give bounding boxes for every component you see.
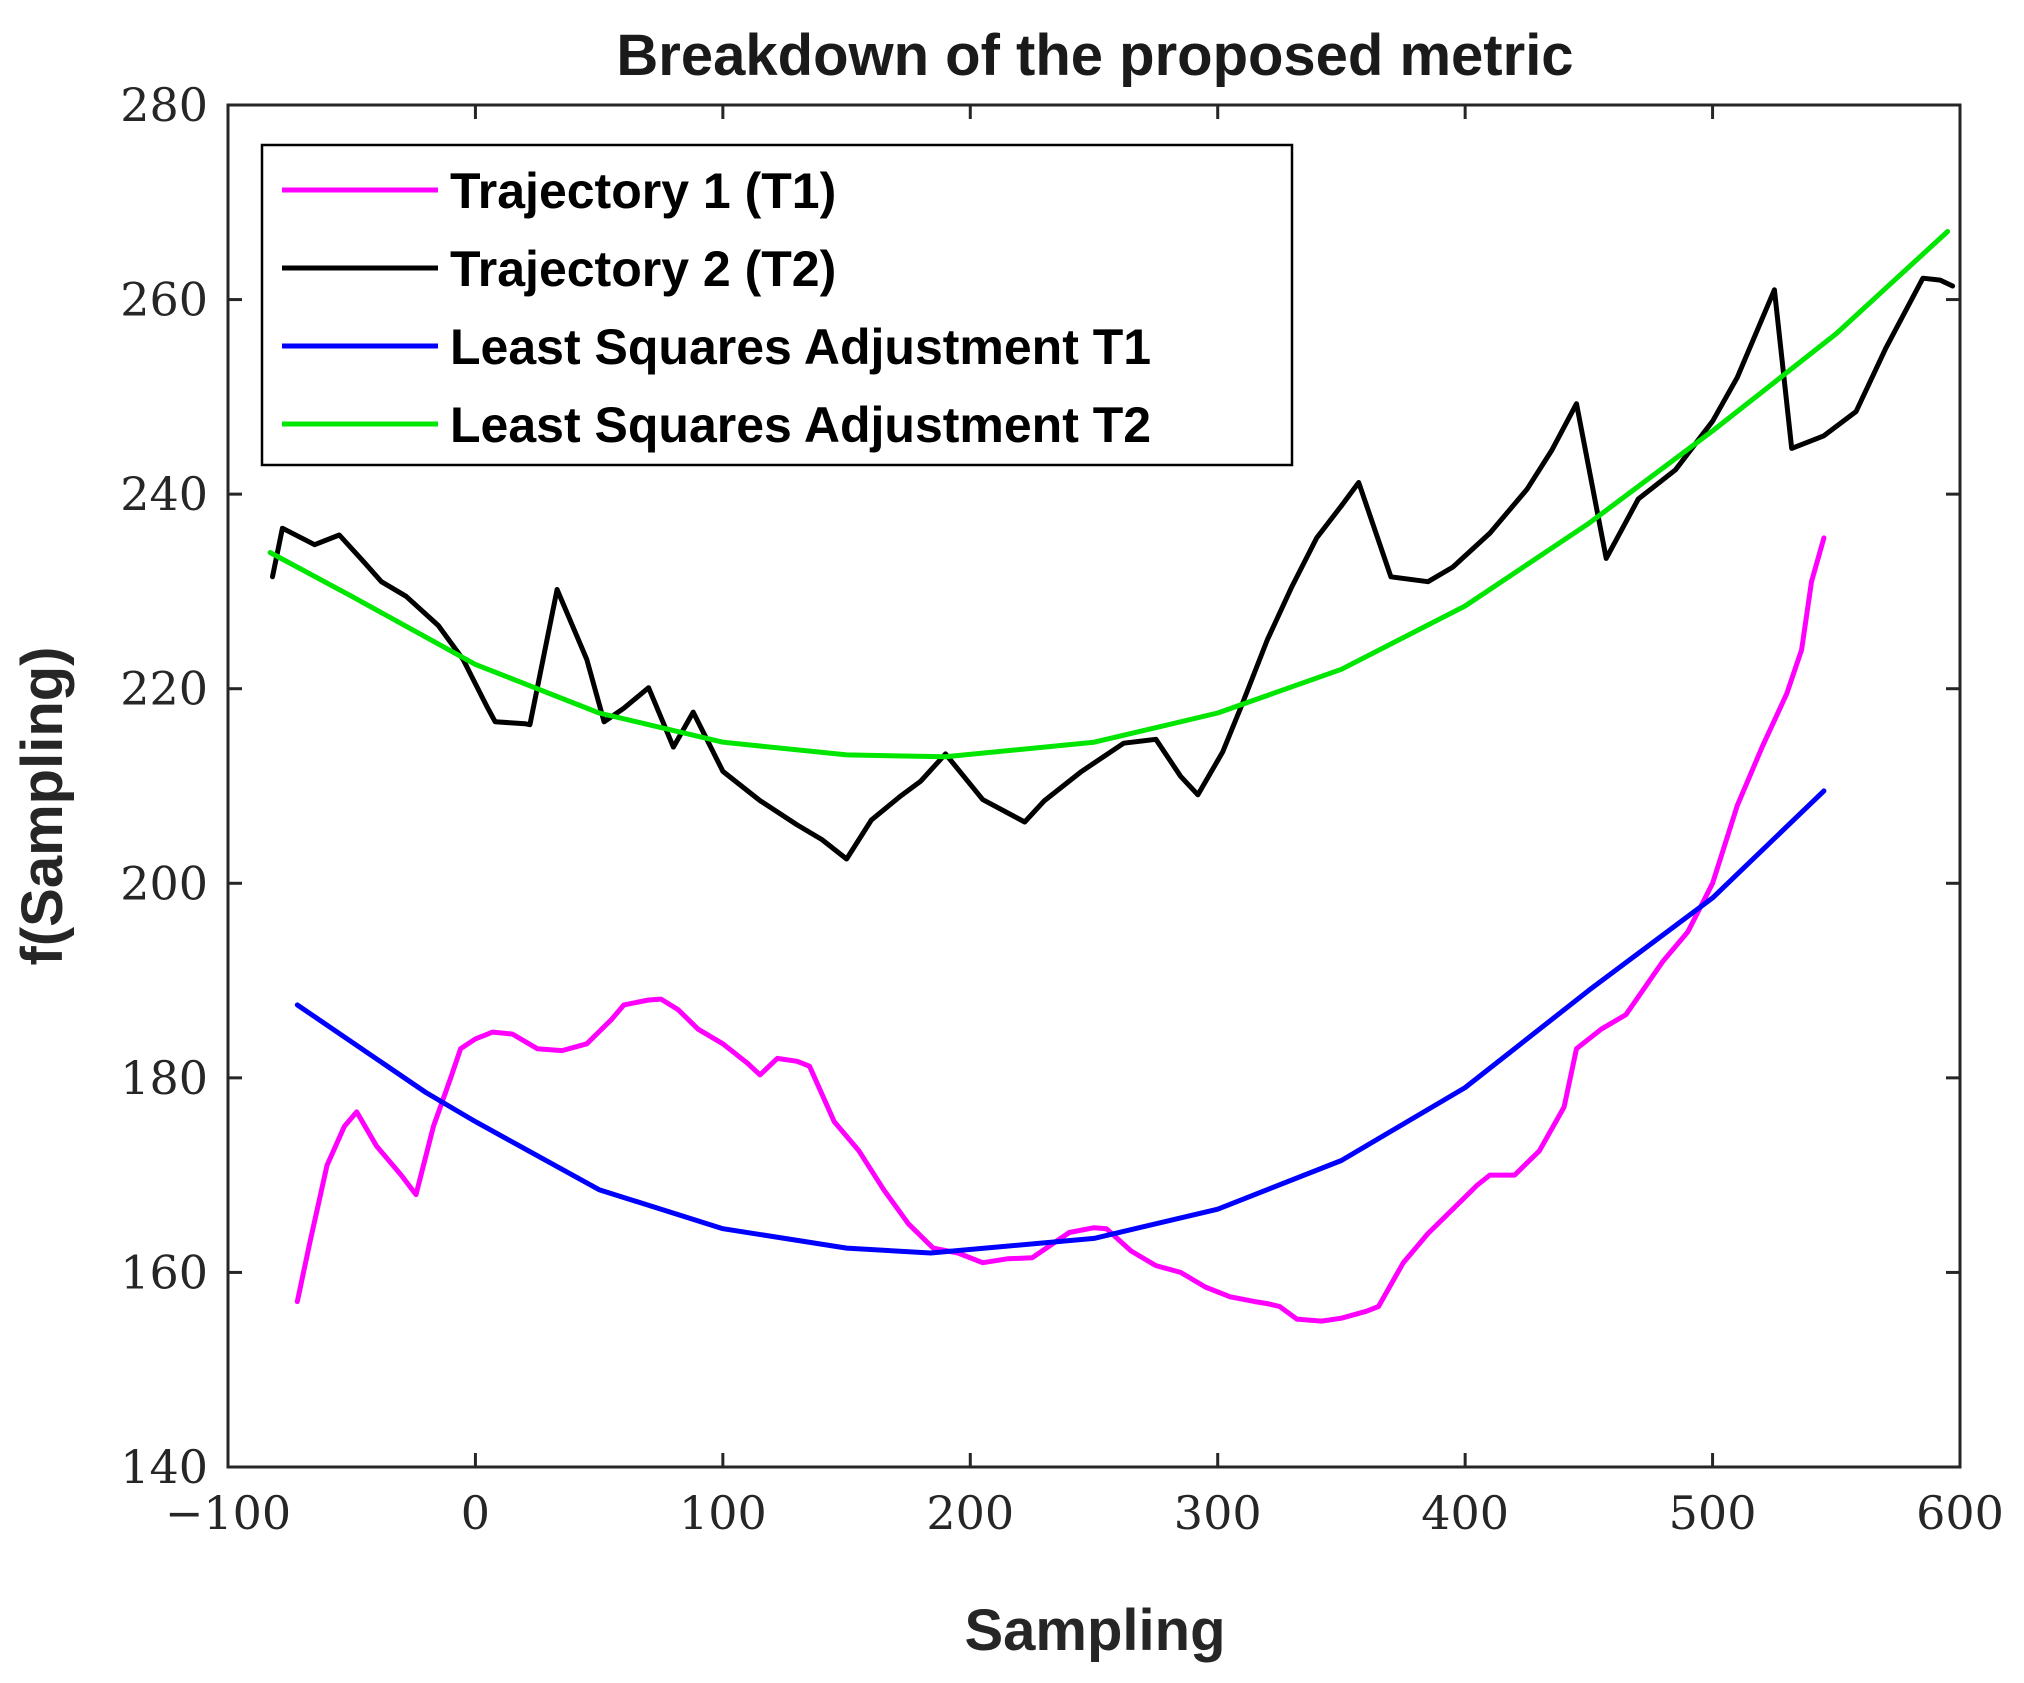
x-tick-label: 300 [1174, 1486, 1262, 1540]
y-tick-label: 280 [120, 78, 208, 132]
y-tick-label: 240 [120, 467, 208, 521]
y-tick-label: 200 [120, 856, 208, 910]
x-tick-label: −100 [165, 1486, 291, 1540]
y-axis: 140 160 180 200 220 240 260 280 [120, 78, 1960, 1494]
plot-area [267, 229, 1956, 1324]
chart-title: Breakdown of the proposed metric [616, 23, 1573, 88]
legend-label-4: Least Squares Adjustment T2 [450, 397, 1151, 453]
series-line-1 [294, 535, 1827, 1324]
series-line-2 [270, 275, 1956, 862]
x-axis-label: Sampling [964, 1598, 1225, 1663]
x-axis: −100 0 100 200 300 400 500 600 [165, 105, 2004, 1540]
y-tick-label: 220 [120, 662, 208, 716]
x-tick-label: 200 [926, 1486, 1014, 1540]
y-tick-label: 140 [120, 1440, 208, 1494]
series-line-4 [267, 229, 1951, 760]
legend: Trajectory 1 (T1) Trajectory 2 (T2) Least … [260, 143, 1294, 467]
x-tick-label: 400 [1421, 1486, 1509, 1540]
legend-label-3: Least Squares Adjustment T1 [450, 319, 1151, 375]
y-tick-label: 160 [120, 1245, 208, 1299]
series-line-3 [294, 788, 1827, 1256]
x-tick-label: 500 [1669, 1486, 1757, 1540]
y-tick-label: 180 [120, 1051, 208, 1105]
y-tick-label: 260 [120, 273, 208, 327]
legend-box [260, 143, 1294, 467]
x-tick-label: 600 [1916, 1486, 2004, 1540]
plot-frame [226, 103, 1962, 1469]
x-tick-label: 0 [461, 1486, 490, 1540]
y-axis-label: f(Sampling) [10, 647, 75, 966]
legend-label-2: Trajectory 2 (T2) [450, 241, 836, 297]
x-tick-label: 100 [679, 1486, 767, 1540]
legend-label-1: Trajectory 1 (T1) [450, 163, 836, 219]
